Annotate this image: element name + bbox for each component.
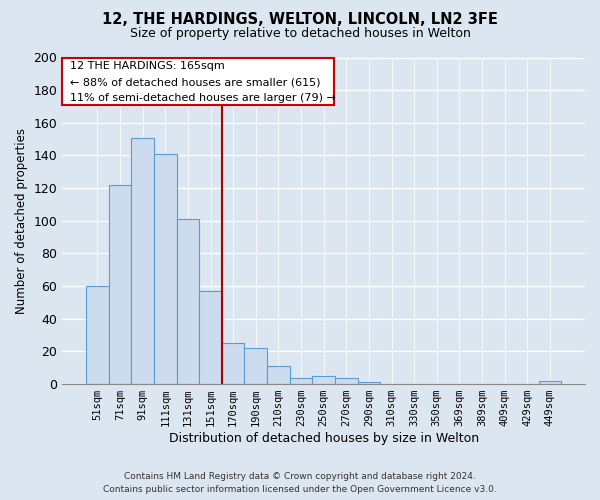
Bar: [154, 154, 176, 384]
Text: 11% of semi-detached houses are larger (79) →: 11% of semi-detached houses are larger (…: [70, 94, 336, 104]
Bar: [199, 291, 222, 384]
Bar: [267, 366, 290, 384]
Bar: [313, 376, 335, 384]
Text: 12 THE HARDINGS: 165sqm: 12 THE HARDINGS: 165sqm: [70, 61, 225, 71]
Bar: [86, 286, 109, 384]
Bar: [358, 382, 380, 384]
Text: Size of property relative to detached houses in Welton: Size of property relative to detached ho…: [130, 28, 470, 40]
Bar: [335, 378, 358, 384]
Text: Contains HM Land Registry data © Crown copyright and database right 2024.
Contai: Contains HM Land Registry data © Crown c…: [103, 472, 497, 494]
Y-axis label: Number of detached properties: Number of detached properties: [15, 128, 28, 314]
FancyBboxPatch shape: [62, 58, 334, 105]
Bar: [290, 378, 313, 384]
Text: 12, THE HARDINGS, WELTON, LINCOLN, LN2 3FE: 12, THE HARDINGS, WELTON, LINCOLN, LN2 3…: [102, 12, 498, 28]
Bar: [244, 348, 267, 384]
Bar: [176, 219, 199, 384]
Bar: [539, 381, 561, 384]
Bar: [131, 138, 154, 384]
X-axis label: Distribution of detached houses by size in Welton: Distribution of detached houses by size …: [169, 432, 479, 445]
Text: ← 88% of detached houses are smaller (615): ← 88% of detached houses are smaller (61…: [70, 77, 320, 87]
Bar: [109, 185, 131, 384]
Bar: [222, 344, 244, 384]
